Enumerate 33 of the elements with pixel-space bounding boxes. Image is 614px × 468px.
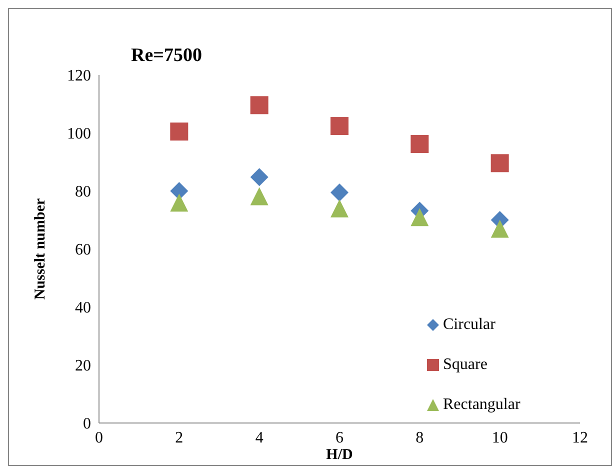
point (250, 187, 268, 206)
y-tick-label: 20 (75, 358, 91, 375)
y-tick-label: 120 (67, 68, 91, 85)
point (330, 183, 348, 202)
chart-title: Re=7500 (131, 45, 202, 67)
y-axis-title: Nusselt number (32, 198, 48, 300)
legend-label: Circular (443, 316, 496, 334)
point (330, 117, 348, 136)
x-tick-label: 4 (255, 429, 264, 446)
point (170, 122, 188, 141)
y-tick-label: 0 (83, 416, 91, 433)
x-tick-label: 2 (175, 429, 184, 446)
x-tick-label: 0 (95, 429, 103, 446)
point (170, 182, 188, 200)
legend-label: Square (443, 356, 488, 374)
point (250, 96, 268, 114)
point (410, 135, 429, 154)
point (490, 220, 509, 238)
x-tick-label: 10 (492, 429, 508, 446)
point (250, 168, 268, 186)
x-tick-label: 6 (336, 429, 344, 446)
y-tick-label: 80 (75, 184, 91, 201)
x-axis-title: H/D (326, 447, 353, 463)
x-tick-label: 8 (416, 429, 424, 446)
point (330, 199, 348, 218)
legend-label: Rectangular (443, 396, 520, 414)
point (490, 154, 509, 172)
y-tick-label: 60 (75, 242, 91, 259)
x-tick-label: 12 (572, 429, 588, 446)
point (410, 208, 429, 226)
point (170, 194, 188, 212)
y-tick-label: 40 (75, 300, 91, 317)
y-tick-label: 100 (67, 126, 91, 143)
